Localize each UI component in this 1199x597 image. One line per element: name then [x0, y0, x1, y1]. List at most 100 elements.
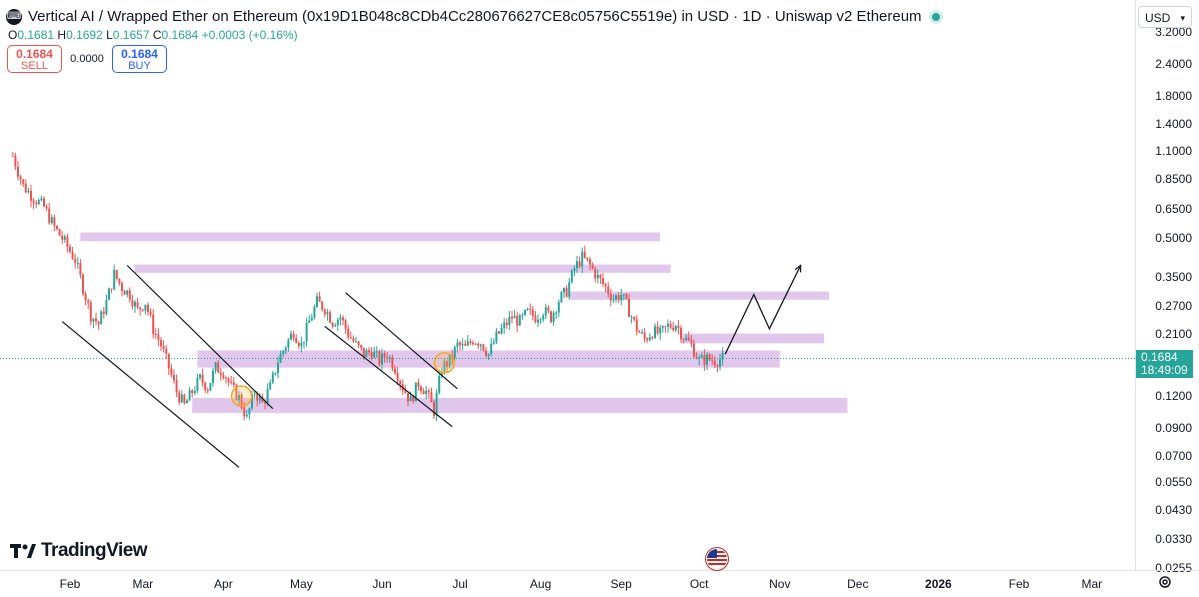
candle-body — [641, 332, 643, 334]
candle-body — [557, 302, 560, 313]
candle-body — [131, 299, 134, 307]
candle-body — [474, 343, 477, 345]
candle-body — [482, 344, 485, 351]
candle-body — [628, 298, 630, 317]
bar-countdown: 18:49:09 — [1141, 363, 1188, 377]
us-flag-icon[interactable] — [706, 548, 728, 570]
channel-line — [61, 321, 240, 468]
tradingview-logo[interactable]: TradingView — [10, 540, 148, 562]
time-axis[interactable]: Feb Mar Apr May Jun Jul Aug Sep Oct Nov Dec 2026 Feb… — [0, 570, 1199, 597]
chart-canvas[interactable] — [0, 0, 1135, 570]
candle-body — [186, 400, 188, 404]
chart-title[interactable]: Vertical AI / Wrapped Ether on Ethereum … — [28, 8, 922, 25]
candle-body — [188, 390, 191, 401]
candle-body — [37, 200, 40, 205]
buy-button[interactable]: 0.1684 BUY — [112, 45, 167, 73]
chart-area[interactable] — [0, 0, 1135, 570]
settings-icon[interactable] — [1158, 575, 1172, 589]
candle-body — [48, 208, 51, 223]
candle-body — [534, 315, 537, 323]
sell-button[interactable]: 0.1684 SELL — [7, 45, 62, 73]
candle-body — [269, 382, 272, 390]
candle-body — [417, 382, 420, 387]
candle-body — [323, 309, 326, 315]
candle-body — [201, 374, 204, 383]
candle-body — [118, 278, 121, 284]
candle-body — [180, 394, 183, 403]
candle-body — [513, 315, 516, 319]
candle-body — [115, 269, 118, 279]
candle-body — [139, 307, 142, 310]
price-tick-label: 0.6500 — [1155, 201, 1192, 216]
candle-body — [477, 343, 480, 346]
candle-body — [615, 295, 617, 300]
candle-body — [433, 402, 435, 416]
time-tick-label: Feb — [59, 577, 81, 591]
candle-body — [622, 294, 625, 296]
candle-body — [412, 395, 415, 402]
candle-body — [45, 206, 48, 209]
candle-body — [591, 264, 594, 269]
candle-body — [355, 341, 357, 343]
price-tick-label: 1.8000 — [1155, 88, 1192, 103]
time-tick-label: Oct — [689, 577, 709, 591]
candle-body — [479, 344, 482, 346]
candle-body — [568, 282, 571, 297]
candle-body — [253, 393, 256, 395]
candle-body — [61, 235, 64, 240]
price-tick-label: 0.2700 — [1155, 299, 1192, 314]
candle-body — [274, 372, 277, 374]
open-value: 0.1681 — [17, 28, 55, 42]
candle-body — [578, 261, 581, 267]
candle-body — [251, 394, 253, 409]
candle-body — [175, 380, 178, 393]
candle-body — [654, 326, 656, 338]
candle-body — [162, 346, 165, 349]
price-tick-label: 0.2100 — [1155, 327, 1192, 341]
low-value: 0.1657 — [112, 28, 150, 42]
candle-body — [191, 390, 194, 393]
price-tick-label: 0.0430 — [1155, 502, 1192, 517]
candle-body — [331, 322, 334, 327]
token-logo-icon: ⌨ — [6, 8, 22, 25]
candle-body — [576, 261, 578, 269]
price-tick-label: 0.1200 — [1155, 389, 1192, 403]
time-tick-label: Sep — [610, 577, 632, 591]
price-axis[interactable]: 3.2000 2.4000 1.8000 1.4000 1.1000 0.8500 0.65… — [1135, 0, 1199, 575]
candle-body — [472, 342, 474, 345]
candle-body — [102, 311, 105, 315]
candle-body — [589, 259, 591, 265]
candle-body — [602, 278, 604, 284]
candle-body — [547, 307, 550, 312]
candle-body — [713, 361, 716, 366]
time-tick-label: Mar — [1081, 577, 1103, 591]
spread-value: 0.0000 — [70, 53, 104, 65]
currency-select[interactable]: USD ▾ — [1138, 6, 1192, 28]
candle-body — [495, 331, 498, 343]
candle-body — [152, 314, 155, 335]
candle-body — [604, 283, 607, 287]
zone-rect — [135, 264, 671, 273]
price-tick-label: 0.8500 — [1155, 172, 1192, 187]
candle-body — [105, 300, 108, 315]
candle-body — [149, 311, 152, 315]
zone-rect — [681, 333, 824, 344]
candle-body — [708, 354, 711, 360]
time-tick-label: Feb — [1008, 577, 1030, 591]
candle-body — [440, 372, 443, 376]
candle-body — [706, 354, 708, 365]
candle-body — [521, 314, 524, 316]
market-status-icon[interactable] — [931, 12, 940, 21]
buy-price: 0.1684 — [121, 47, 158, 61]
candle-body — [147, 304, 149, 312]
candle-body — [368, 350, 370, 353]
candle-body — [586, 257, 589, 260]
candle-body — [625, 294, 628, 299]
candle-body — [427, 390, 430, 393]
candle-body — [58, 229, 61, 236]
candle-body — [682, 339, 685, 341]
candle-body — [505, 322, 508, 326]
candle-body — [648, 337, 651, 341]
time-tick-label: Dec — [847, 577, 869, 591]
candle-body — [24, 183, 27, 193]
